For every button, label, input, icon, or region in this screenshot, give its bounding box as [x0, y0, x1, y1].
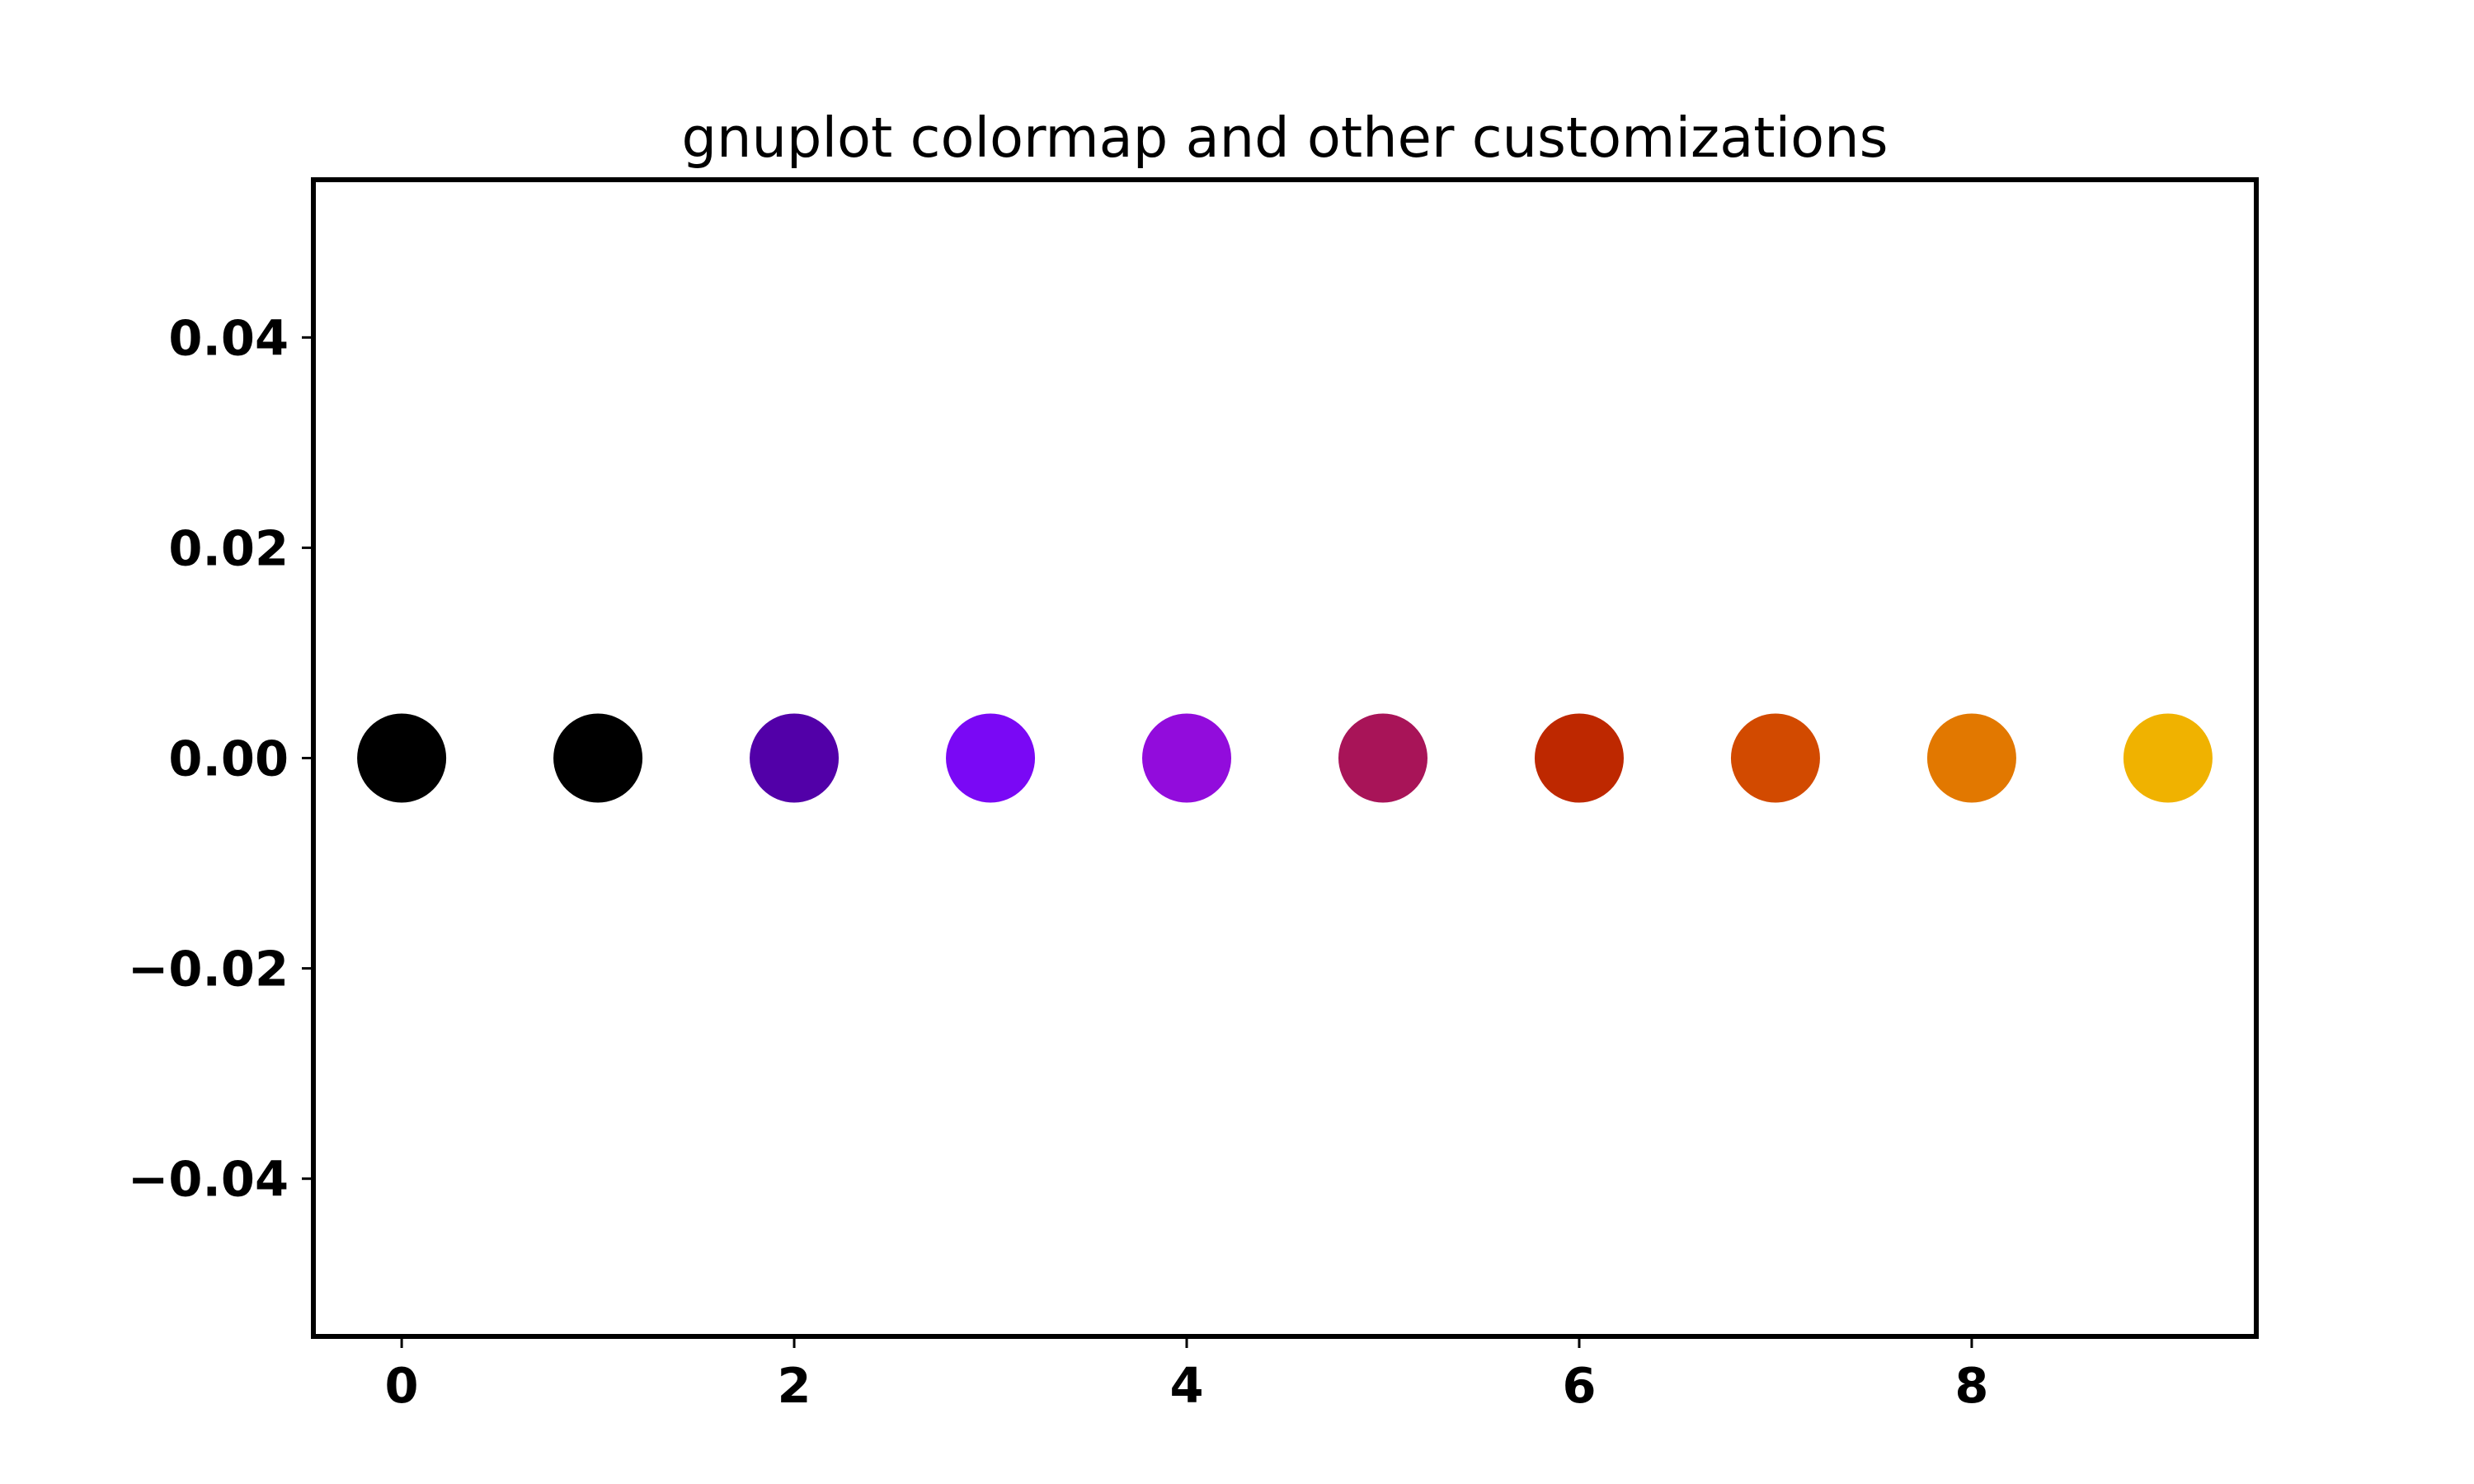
y-tick-label: 0.04 [168, 309, 289, 366]
x-tick-label: 6 [1562, 1357, 1596, 1414]
x-tick-label: 2 [778, 1357, 811, 1414]
chart-title: gnuplot colormap and other customization… [681, 106, 1888, 170]
data-point [1926, 713, 2016, 803]
y-tick-label: 0.00 [168, 730, 289, 787]
data-points [357, 713, 2213, 803]
x-tick-label: 4 [1169, 1357, 1203, 1414]
plot-frame [311, 177, 2259, 1339]
data-point [1338, 713, 1427, 803]
x-tick-label: 0 [385, 1357, 419, 1414]
x-axis-ticks: 0 2 4 6 8 [385, 1336, 1988, 1414]
data-point [750, 713, 840, 803]
y-tick-label: 0.02 [168, 519, 289, 576]
data-point [2123, 713, 2213, 803]
data-point [1142, 713, 1232, 803]
data-point [357, 713, 447, 803]
y-tick-label: −0.02 [128, 941, 289, 998]
data-point [1534, 713, 1624, 803]
data-point [1730, 713, 1820, 803]
y-axis-ticks: 0.04 0.02 0.00 −0.02 −0.04 [128, 309, 313, 1208]
data-point [553, 713, 643, 803]
y-tick-label: −0.04 [128, 1151, 289, 1208]
data-point [946, 713, 1036, 803]
x-tick-label: 8 [1954, 1357, 1988, 1414]
